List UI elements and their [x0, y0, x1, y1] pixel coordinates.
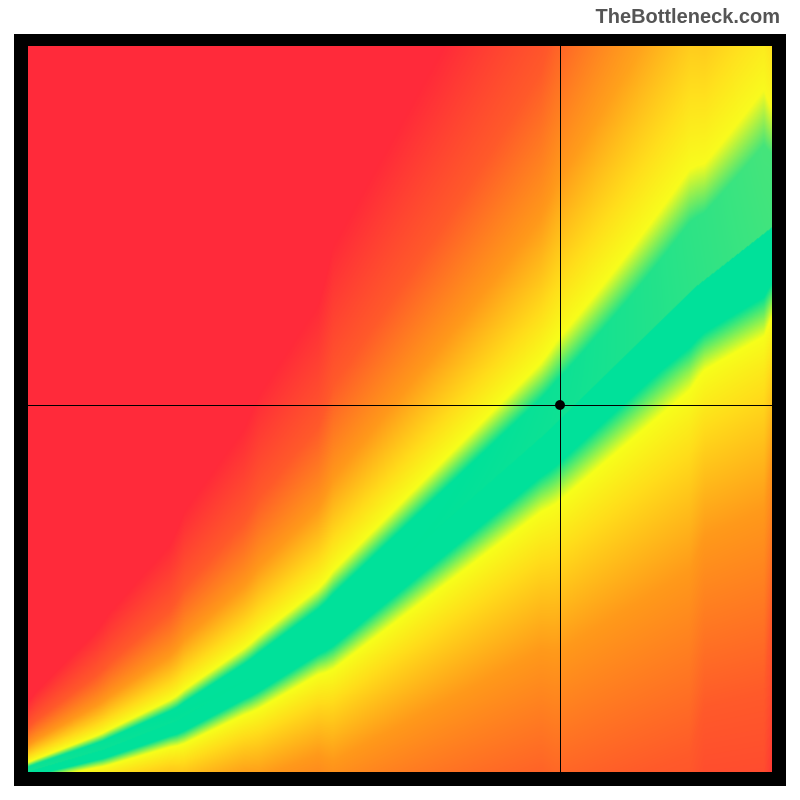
crosshair-horizontal — [28, 405, 772, 406]
heatmap-canvas — [28, 46, 772, 772]
attribution-text: TheBottleneck.com — [596, 6, 780, 29]
crosshair-marker — [555, 400, 565, 410]
chart-plot-area — [28, 46, 772, 772]
chart-container: TheBottleneck.com — [0, 0, 800, 800]
chart-border — [14, 34, 786, 786]
